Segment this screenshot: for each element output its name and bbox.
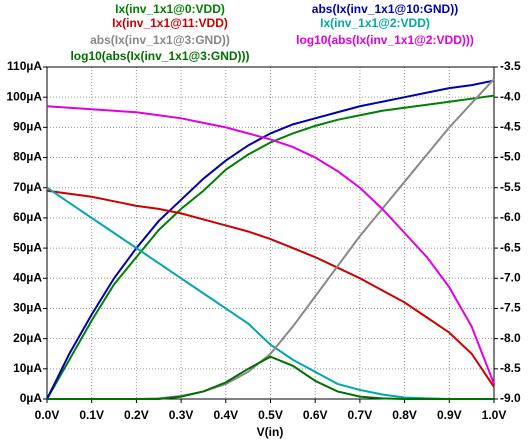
- legend-entry: Ix(inv_1x1@11:VDD): [112, 16, 228, 30]
- y2-tick-label: -6.0: [500, 210, 521, 224]
- y-tick-label: 80µA: [13, 150, 42, 164]
- x-tick-label: 1.0V: [482, 408, 507, 422]
- y2-tick-label: -4.0: [500, 89, 521, 103]
- legend-entry: log10(abs(Ix(inv_1x1@3:GND))): [70, 49, 249, 63]
- plot-frame: [46, 66, 495, 400]
- x-tick-label: 0.0V: [35, 408, 60, 422]
- legend-entry: abs(Ix(inv_1x1@3:GND)): [90, 33, 230, 47]
- series-line: [46, 189, 495, 388]
- series-line: [47, 355, 494, 400]
- x-tick-label: 0.6V: [303, 408, 328, 422]
- y-tick-label: 90µA: [13, 120, 42, 134]
- legend-entry: Ix(inv_1x1@2:VDD): [320, 16, 430, 30]
- x-tick-label: 0.5V: [258, 408, 283, 422]
- x-tick-label: 0.3V: [169, 408, 194, 422]
- legend-entry: log10(abs(Ix(inv_1x1@2:VDD))): [296, 33, 474, 47]
- x-axis-title: V(in): [257, 425, 284, 439]
- x-tick-label: 0.9V: [437, 408, 462, 422]
- series-line: [46, 105, 495, 385]
- y2-tick-label: -5.0: [500, 150, 521, 164]
- y-tick-label: 30µA: [13, 301, 42, 315]
- x-tick-label: 0.1V: [79, 408, 104, 422]
- x-tick-label: 0.7V: [348, 408, 373, 422]
- y-tick-label: 10µA: [13, 361, 42, 375]
- y2-tick-label: -6.5: [500, 240, 521, 254]
- x-tick-label: 0.2V: [124, 408, 149, 422]
- x-tick-label: 0.4V: [213, 408, 238, 422]
- y2-tick-label: -7.0: [500, 270, 521, 284]
- y-tick-label: 40µA: [13, 270, 42, 284]
- y2-tick-label: -8.5: [500, 361, 521, 375]
- y-tick-label: 60µA: [13, 210, 42, 224]
- y2-tick-label: -3.5: [500, 59, 521, 73]
- y2-tick-label: -7.5: [500, 301, 521, 315]
- series-line: [46, 79, 495, 400]
- y2-tick-label: -9.0: [500, 391, 521, 405]
- series-line: [46, 94, 495, 400]
- y-tick-label: 110µA: [7, 59, 42, 73]
- y-tick-label: 0µA: [20, 391, 43, 405]
- y-tick-label: 20µA: [13, 331, 42, 345]
- y-tick-label: 100µA: [6, 89, 42, 103]
- y-tick-label: 70µA: [13, 180, 42, 194]
- y-tick-label: 50µA: [13, 240, 42, 254]
- legend-entry: Ix(inv_1x1@0:VDD): [115, 2, 225, 16]
- y2-tick-label: -5.5: [500, 180, 521, 194]
- x-tick-label: 0.8V: [392, 408, 417, 422]
- legend-entry: abs(Ix(inv_1x1@10:GND)): [312, 2, 458, 16]
- y2-tick-label: -8.0: [500, 331, 521, 345]
- y2-tick-label: -4.5: [500, 120, 521, 134]
